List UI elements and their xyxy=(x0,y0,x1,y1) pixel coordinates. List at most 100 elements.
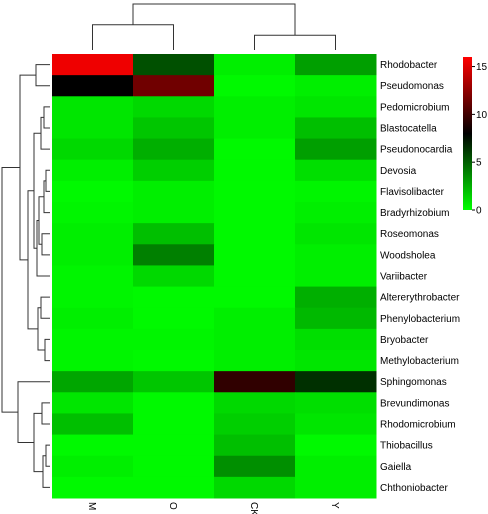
column-label: O xyxy=(167,502,178,510)
heatmap-cell xyxy=(214,413,296,436)
heatmap-cell xyxy=(295,54,377,76)
heatmap-cell xyxy=(52,96,134,118)
row-label: Pedomicrobium xyxy=(380,102,449,113)
row-label: Rhodomicrobium xyxy=(380,420,456,431)
heatmap-cell xyxy=(52,413,134,436)
dendro-link xyxy=(92,24,174,50)
legend-tick-label: 10 xyxy=(476,110,488,121)
heatmap-cell xyxy=(295,371,377,393)
heatmap-cell xyxy=(133,180,215,203)
heatmap-cell xyxy=(52,328,134,351)
heatmap-cell xyxy=(295,434,377,457)
heatmap-cell xyxy=(214,307,296,330)
heatmap-cell xyxy=(214,96,296,118)
dendro-link xyxy=(41,402,50,425)
heatmap-cell xyxy=(52,223,134,245)
column-label: M xyxy=(86,502,97,510)
heatmap-cell xyxy=(133,307,215,330)
heatmap-cell xyxy=(295,159,377,182)
heatmap-cell xyxy=(214,455,296,478)
row-dendrogram xyxy=(1,64,50,488)
dendro-link xyxy=(45,169,50,192)
heatmap-cell xyxy=(52,434,134,457)
row-label: Thiobacillus xyxy=(380,441,433,452)
heatmap-cell xyxy=(133,371,215,393)
column-label: CK xyxy=(248,502,259,514)
heatmap-cell xyxy=(133,350,215,372)
heatmap-cell xyxy=(295,75,377,97)
row-label: Altererythrobacter xyxy=(380,293,460,304)
row-label: Sphingomonas xyxy=(380,377,447,388)
heatmap-cell xyxy=(295,476,377,499)
row-label: Pseudonocardia xyxy=(380,145,453,156)
heatmap-cell xyxy=(133,202,215,224)
row-label: Flavisolibacter xyxy=(380,187,445,198)
heatmap-cell xyxy=(52,244,134,266)
heatmap-cell xyxy=(52,350,134,372)
heatmap-cell xyxy=(295,392,377,414)
heatmap-cell xyxy=(133,117,215,140)
heatmap-cell xyxy=(214,476,296,499)
row-label: Brevundimonas xyxy=(380,398,449,409)
row-label: Phenylobacterium xyxy=(380,314,460,325)
column-label: Y xyxy=(329,502,340,509)
row-label: Rhodobacter xyxy=(380,60,438,71)
heatmap-cell xyxy=(214,117,296,140)
heatmap-cell xyxy=(133,244,215,266)
legend-colorbar xyxy=(463,57,472,210)
heatmap-cell xyxy=(52,392,134,414)
color-legend: 0 5 10 15 xyxy=(463,57,488,217)
heatmap-cell xyxy=(214,350,296,372)
dendro-link xyxy=(40,296,50,319)
heatmap-cell xyxy=(295,117,377,140)
heatmap-cell xyxy=(214,286,296,309)
row-label: Pseudomonas xyxy=(380,81,444,92)
heatmap-cell xyxy=(133,286,215,309)
heatmap-cell xyxy=(133,223,215,245)
heatmap-cell xyxy=(133,434,215,457)
heatmap-cell xyxy=(52,476,134,499)
heatmap-cell xyxy=(52,307,134,330)
heatmap-cell xyxy=(214,54,296,76)
dendro-link xyxy=(132,3,296,36)
legend-tick-label: 0 xyxy=(476,206,482,217)
heatmap-cell xyxy=(295,96,377,118)
heatmap-cell xyxy=(52,138,134,161)
heatmap-cell xyxy=(295,138,377,161)
row-label: Variibacter xyxy=(380,272,428,283)
heatmap-cell xyxy=(214,202,296,224)
heatmap-cell xyxy=(214,180,296,203)
heatmap-cell xyxy=(214,138,296,161)
heatmap-cell xyxy=(295,328,377,351)
heatmap-cell xyxy=(295,180,377,203)
heatmap-cell xyxy=(52,75,134,97)
heatmap-cell xyxy=(52,159,134,182)
heatmap-cell xyxy=(52,117,134,140)
dendro-link xyxy=(41,233,50,256)
heatmap-cell xyxy=(133,159,215,182)
heatmap-cell xyxy=(295,265,377,288)
heatmap-cell xyxy=(133,413,215,436)
heatmap-cell xyxy=(52,286,134,309)
heatmap-cell xyxy=(214,244,296,266)
column-labels: M O CK Y xyxy=(86,502,340,514)
heatmap-cell xyxy=(295,223,377,245)
heatmap-cell xyxy=(133,392,215,414)
dendro-link xyxy=(40,116,50,150)
heatmap-cell xyxy=(214,265,296,288)
legend-tick-label: 5 xyxy=(476,158,482,169)
heatmap-cell xyxy=(133,96,215,118)
heatmap-cell xyxy=(214,159,296,182)
row-label: Chthoniobacter xyxy=(380,483,448,494)
row-label: Devosia xyxy=(380,166,417,177)
heatmap-cell xyxy=(133,328,215,351)
heatmap-cell xyxy=(133,75,215,97)
heatmap-cell xyxy=(52,54,134,76)
heatmap-cell xyxy=(214,392,296,414)
heatmap-cell xyxy=(295,413,377,436)
heatmap-cell xyxy=(295,202,377,224)
row-labels: Rhodobacter Pseudomonas Pedomicrobium Blast… xyxy=(380,60,460,494)
heatmap-cell xyxy=(133,138,215,161)
heatmap-cell xyxy=(295,307,377,330)
